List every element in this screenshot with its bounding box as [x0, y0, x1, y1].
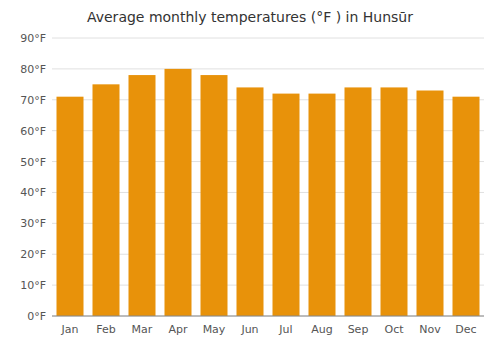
chart: Average monthly temperatures (°F ) in Hu…	[0, 0, 500, 350]
bar	[201, 75, 228, 316]
x-tick-label: Jul	[278, 323, 292, 336]
x-axis-line	[52, 316, 484, 317]
x-tick-label: Oct	[384, 323, 404, 336]
grid-line	[52, 316, 484, 317]
y-tick-label: 90°F	[20, 32, 46, 45]
y-tick-label: 20°F	[20, 248, 46, 261]
y-tick-label: 80°F	[20, 63, 46, 76]
y-tick-label: 10°F	[20, 279, 46, 292]
bar	[381, 87, 408, 316]
bar	[237, 87, 264, 316]
x-tick-label: Aug	[311, 323, 332, 336]
x-tick-label: Dec	[455, 323, 476, 336]
y-tick-label: 70°F	[20, 94, 46, 107]
y-tick-label: 30°F	[20, 217, 46, 230]
bar	[129, 75, 156, 316]
y-tick-label: 0°F	[27, 310, 46, 323]
y-tick-label: 40°F	[20, 186, 46, 199]
x-tick-label: May	[203, 323, 226, 336]
bar	[165, 69, 192, 316]
y-tick-label: 50°F	[20, 156, 46, 169]
y-tick-label: 60°F	[20, 125, 46, 138]
x-tick-label: Jan	[61, 323, 79, 336]
x-tick-label: Nov	[419, 323, 441, 336]
bar	[57, 97, 84, 316]
grid	[52, 38, 484, 316]
grid-line	[52, 68, 484, 69]
bar	[309, 94, 336, 316]
bar	[345, 87, 372, 316]
x-tick-label: Sep	[348, 323, 369, 336]
bar	[93, 84, 120, 316]
grid-line	[52, 38, 484, 39]
x-tick-label: Jun	[240, 323, 258, 336]
x-tick-label: Mar	[132, 323, 153, 336]
x-tick-label: Feb	[96, 323, 115, 336]
bar	[453, 97, 480, 316]
bar	[273, 94, 300, 316]
bars	[57, 69, 480, 316]
title: Average monthly temperatures (°F ) in Hu…	[87, 9, 413, 25]
x-tick-label: Apr	[168, 323, 188, 336]
bar	[417, 91, 444, 316]
